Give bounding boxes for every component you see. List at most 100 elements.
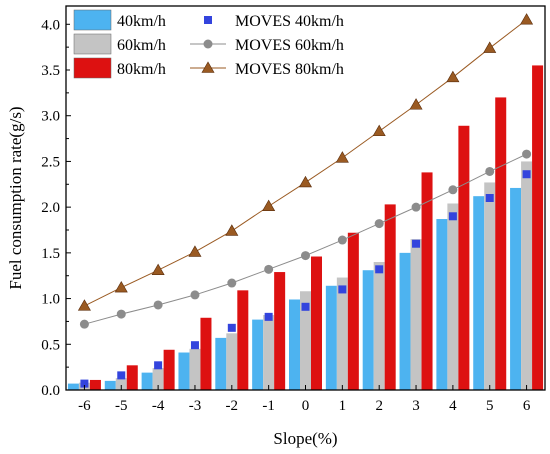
y-tick-label: 2.5: [41, 154, 60, 170]
bar-40kmh-4: [215, 337, 227, 390]
y-tick-label: 2.0: [41, 200, 60, 216]
bar-80kmh-12: [532, 65, 544, 390]
bar-80kmh-11: [495, 97, 507, 390]
bar-60kmh-1: [115, 378, 127, 390]
x-tick-label: 6: [523, 398, 531, 414]
bar-40kmh-11: [473, 196, 485, 390]
x-tick-label: 4: [449, 398, 457, 414]
bar-80kmh-9: [421, 172, 433, 390]
x-axis-title: Slope(%): [273, 429, 337, 448]
legend-label-40kmh: 40km/h: [117, 13, 166, 30]
legend-marker-moves60kmh: [203, 39, 213, 49]
bar-80kmh-4: [237, 290, 249, 390]
bar-80kmh-5: [274, 272, 286, 390]
marker-moves40kmh-10: [448, 212, 457, 221]
bar-40kmh-7: [325, 285, 337, 390]
y-tick-label: 0.0: [41, 383, 60, 399]
y-tick-label: 0.5: [41, 337, 60, 353]
y-tick-label: 1.0: [41, 292, 60, 308]
marker-moves60kmh-1: [116, 309, 126, 319]
marker-moves80kmh-0: [77, 299, 91, 311]
x-tick-label: -1: [262, 398, 275, 414]
marker-moves60kmh-5: [264, 264, 274, 274]
axes-layer: 0.0 0.5 1.0 1.5 2.0 2.5 3.0 3.5 4.0 -6 -5 -4 -3 -2 -1 0…: [41, 17, 531, 414]
legend-label-moves80kmh: MOVES 80km/h: [235, 61, 344, 78]
marker-moves80kmh-2: [151, 263, 165, 276]
bar-80kmh-2: [163, 349, 175, 390]
bar-40kmh-9: [399, 252, 411, 390]
bar-80kmh-1: [126, 365, 138, 390]
bar-40kmh-8: [362, 270, 374, 390]
bars-layer: [67, 65, 544, 391]
x-tick-label: -5: [115, 398, 128, 414]
legend-swatch-40kmh: [73, 9, 112, 31]
marker-moves80kmh-8: [372, 124, 386, 137]
marker-moves60kmh-3: [190, 290, 200, 300]
legend: 40km/h 60km/h 80km/h MOVES 40km/h MOVES 60km…: [70, 9, 386, 81]
legend-label-60kmh: 60km/h: [117, 37, 166, 54]
marker-moves80kmh-7: [335, 151, 349, 163]
bar-60kmh-6: [300, 291, 311, 390]
marker-moves40kmh-0: [80, 379, 89, 388]
marker-moves60kmh-0: [79, 319, 89, 329]
bar-40kmh-6: [289, 299, 300, 390]
legend-swatch-60kmh: [73, 33, 112, 55]
bar-40kmh-10: [436, 219, 448, 390]
legend-swatch-80kmh: [73, 57, 112, 79]
marker-moves60kmh-6: [301, 251, 310, 261]
marker-moves40kmh-4: [227, 323, 236, 332]
bar-60kmh-2: [152, 368, 164, 390]
marker-moves80kmh-9: [409, 98, 423, 110]
marker-moves80kmh-6: [298, 175, 313, 188]
marker-moves60kmh-4: [227, 278, 237, 288]
bar-80kmh-7: [347, 232, 359, 390]
bar-80kmh-6: [311, 256, 322, 390]
x-tick-label: 1: [339, 398, 347, 414]
x-tick-label: 2: [375, 398, 383, 414]
marker-moves40kmh-11: [485, 194, 494, 202]
marker-moves80kmh-3: [188, 245, 202, 257]
marker-moves60kmh-7: [337, 235, 347, 245]
bar-60kmh-7: [336, 277, 348, 390]
bar-40kmh-1: [104, 380, 116, 390]
bar-60kmh-8: [373, 262, 385, 390]
bar-60kmh-11: [484, 182, 496, 390]
bar-60kmh-10: [447, 203, 459, 390]
bar-80kmh-0: [89, 379, 101, 390]
y-axis-title: Fuel consumption rate(g/s): [6, 106, 25, 289]
legend-label-80kmh: 80km/h: [117, 61, 166, 78]
lines-layer: [77, 13, 534, 388]
legend-marker-moves40kmh: [204, 16, 212, 24]
x-tick-label: 0: [302, 398, 310, 414]
marker-moves40kmh-7: [338, 285, 347, 294]
marker-moves80kmh-1: [114, 280, 128, 293]
bar-40kmh-12: [510, 187, 522, 390]
marker-moves80kmh-11: [483, 41, 497, 53]
x-tick-label: 3: [412, 398, 420, 414]
y-tick-label: 1.5: [41, 246, 60, 262]
marker-moves40kmh-9: [412, 239, 421, 248]
bar-40kmh-0: [67, 383, 79, 390]
marker-moves40kmh-2: [154, 361, 163, 370]
legend-marker-moves80kmh: [201, 61, 215, 73]
marker-moves40kmh-8: [375, 265, 384, 274]
bar-60kmh-5: [263, 315, 275, 390]
legend-label-moves60kmh: MOVES 60km/h: [235, 37, 344, 54]
marker-moves60kmh-2: [153, 300, 163, 310]
marker-moves60kmh-9: [411, 202, 421, 212]
marker-moves40kmh-1: [117, 371, 126, 380]
marker-moves60kmh-8: [374, 219, 384, 229]
marker-moves40kmh-3: [190, 341, 199, 350]
marker-moves40kmh-6: [301, 302, 310, 311]
y-tick-label: 3.5: [41, 63, 60, 79]
bar-60kmh-12: [521, 161, 533, 390]
bar-40kmh-3: [178, 352, 190, 390]
x-tick-label: -4: [152, 398, 165, 414]
x-tick-label: 5: [486, 398, 494, 414]
legend-background: [70, 9, 386, 81]
bar-80kmh-3: [200, 317, 212, 390]
x-tick-label: -6: [78, 398, 91, 414]
y-tick-label: 4.0: [41, 17, 60, 33]
marker-moves40kmh-5: [264, 312, 273, 321]
